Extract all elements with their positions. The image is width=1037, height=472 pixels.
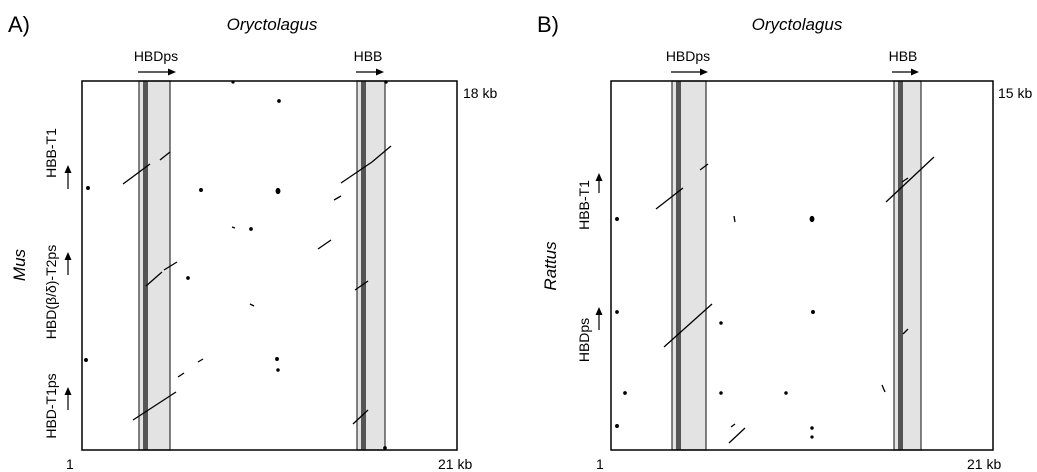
panel-b-x-species: Oryctolagus	[752, 15, 843, 34]
panel-a-y-end: 18 kb	[463, 85, 497, 101]
panel-a-plot-frame	[81, 80, 458, 451]
panel-b-gene-band-hbdps	[671, 80, 707, 451]
panel-a-dots	[84, 80, 392, 450]
panel-a-x-gene-hbb-arrow	[356, 68, 384, 76]
panel-b: B) Oryctolagus HBDps HBB	[537, 12, 1032, 472]
panel-b-x-start: 1	[596, 456, 604, 472]
panel-a-x-start: 1	[66, 456, 74, 472]
panel-a-x-species: Oryctolagus	[227, 15, 318, 34]
panel-a-label: A)	[8, 12, 30, 37]
panel-a-y-gene-hbd-t2ps: HBD(β/δ)-T2ps	[43, 245, 59, 339]
panel-a-y-gene-hbb-t1: HBB-T1	[43, 128, 59, 178]
panel-b-label: B)	[537, 12, 559, 37]
panel-b-dots	[615, 156, 935, 444]
panel-b-x-gene-hbb-arrow	[892, 68, 919, 76]
panel-a-y-gene-hbb-t1-arrow	[64, 165, 72, 189]
panel-b-y-gene-hbb-t1: HBB-T1	[576, 180, 592, 230]
panel-b-y-species: Rattus	[541, 241, 560, 291]
panel-b-x-gene-hbdps-arrow	[671, 68, 708, 76]
panel-a-x-gene-hbdps-arrow	[138, 68, 176, 76]
panel-b-y-end: 15 kb	[998, 85, 1032, 101]
panel-b-gene-band-hbb	[893, 80, 922, 451]
panel-a-gene-band-hbdps	[138, 80, 171, 451]
panel-b-x-gene-hbb: HBB	[889, 48, 918, 64]
panel-b-y-gene-hbdps: HBDps	[576, 318, 592, 362]
panel-a-x-gene-hbb: HBB	[354, 48, 383, 64]
panel-a-x-end: 21 kb	[438, 456, 472, 472]
panel-a-y-gene-hbd-t1ps: HBD-T1ps	[43, 373, 59, 438]
panel-b-y-gene-hbdps-arrow	[595, 307, 603, 330]
panel-a-y-species: Mus	[10, 248, 29, 281]
panel-a-y-gene-hbd-t2ps-arrow	[64, 252, 72, 275]
panel-a-y-gene-hbd-t1ps-arrow	[64, 387, 72, 410]
panel-a: A) Oryctolagus HBDps HBB	[8, 12, 497, 472]
panel-b-x-end: 21 kb	[967, 456, 1001, 472]
panel-a-x-gene-hbdps: HBDps	[134, 48, 178, 64]
panel-b-y-gene-hbb-t1-arrow	[595, 173, 603, 193]
panel-b-plot-frame	[610, 80, 994, 451]
panel-a-gene-band-hbb	[356, 80, 386, 451]
panel-b-x-gene-hbdps: HBDps	[666, 48, 710, 64]
